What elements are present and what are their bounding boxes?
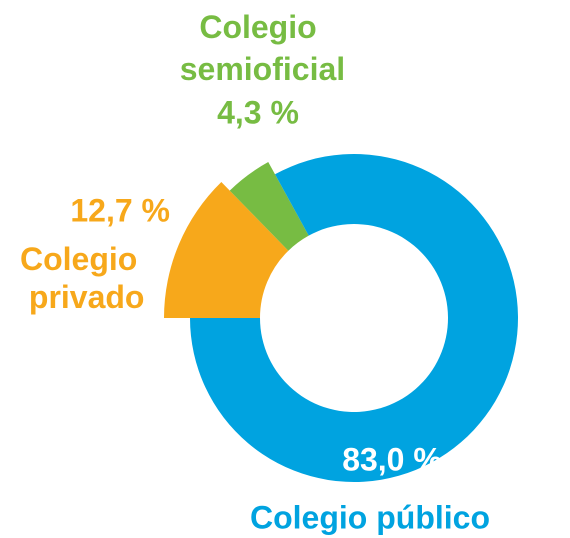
value-label: 12,7 % <box>70 192 170 228</box>
value-label: 4,3 % <box>217 94 299 130</box>
donut-segment <box>190 153 518 482</box>
donut-segment <box>164 181 289 318</box>
category-label: Colegio semioficial <box>171 9 345 87</box>
category-label: Colegio privado <box>20 241 144 315</box>
value-label: 83,0 % <box>342 441 442 477</box>
category-label: Colegio público <box>250 499 490 535</box>
donut-segment <box>229 162 309 251</box>
